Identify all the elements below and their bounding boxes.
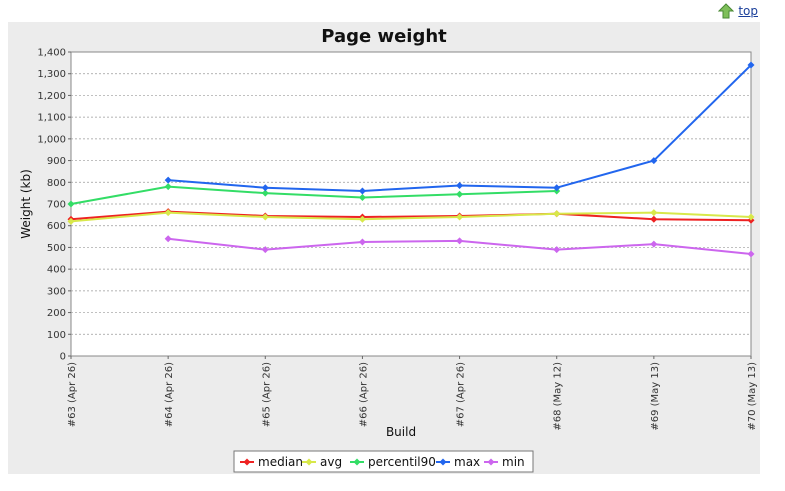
data-point-max <box>164 176 172 184</box>
data-point-min <box>650 240 658 248</box>
legend-box <box>233 450 534 473</box>
y-tick-label: 200 <box>47 308 66 319</box>
data-point-avg <box>358 215 366 223</box>
legend-label-max: max <box>454 455 480 469</box>
data-point-max <box>358 187 366 195</box>
arrow-up-icon <box>718 3 735 19</box>
y-tick-label: 900 <box>47 156 66 167</box>
y-tick-label: 700 <box>47 200 66 211</box>
y-tick-label: 600 <box>47 221 66 232</box>
data-point-max <box>747 61 755 69</box>
series-min <box>164 235 755 258</box>
data-point-min <box>261 246 269 254</box>
y-axis-ticks: 0 100 200 300 400 500 600 700 800 900 1,000 1,100 1,… <box>37 48 71 363</box>
x-tick-label: #69 (May 13) <box>650 362 661 431</box>
series-avg <box>67 209 755 225</box>
top-link-label[interactable]: top <box>738 4 758 18</box>
y-tick-label: 500 <box>47 243 66 254</box>
data-point-avg <box>164 209 172 217</box>
y-tick-label: 1,400 <box>37 48 66 59</box>
y-tick-label: 100 <box>47 330 66 341</box>
legend-marker-min <box>487 458 495 466</box>
data-point-avg <box>650 209 658 217</box>
series-line-percentil90 <box>70 185 557 205</box>
data-point-max <box>553 184 561 192</box>
series-line-avg <box>70 211 752 223</box>
x-tick-label: #70 (May 13) <box>747 362 758 431</box>
legend-label-avg: avg <box>320 455 342 469</box>
data-point-percentil90 <box>261 189 269 197</box>
y-axis-label: Weight (kb) <box>19 169 33 239</box>
data-point-median <box>650 215 658 223</box>
data-point-max <box>650 157 658 165</box>
data-point-percentil90 <box>67 200 75 208</box>
data-point-min <box>164 235 172 243</box>
data-point-avg <box>456 213 464 221</box>
data-point-avg <box>261 213 269 221</box>
x-tick-label: #65 (Apr 26) <box>261 362 272 427</box>
data-point-max <box>261 184 269 192</box>
data-point-percentil90 <box>164 183 172 191</box>
y-tick-label: 1,200 <box>37 91 66 102</box>
y-tick-label: 400 <box>47 265 66 276</box>
x-tick-label: #64 (Apr 26) <box>164 362 175 427</box>
legend-marker-avg <box>305 458 313 466</box>
data-point-max <box>456 182 464 190</box>
page-weight-chart: Page weight 0 100 200 300 400 500 600 700 800 900… <box>19 26 758 473</box>
legend-marker-percentil90 <box>353 458 361 466</box>
data-point-min <box>553 246 561 254</box>
legend-label-median: median <box>258 455 303 469</box>
y-tick-label: 300 <box>47 286 66 297</box>
data-point-avg <box>747 213 755 221</box>
y-tick-label: 800 <box>47 178 66 189</box>
top-link[interactable]: top <box>718 3 758 19</box>
data-point-percentil90 <box>456 190 464 198</box>
legend: median avg percentil90 max min <box>233 450 534 473</box>
x-tick-label: #68 (May 12) <box>553 362 564 431</box>
legend-marker-max <box>439 458 447 466</box>
legend-label-percentil90: percentil90 <box>368 455 436 469</box>
x-axis-ticks: #63 (Apr 26) #64 (Apr 26) #65 (Apr 26) #66 … <box>67 356 758 431</box>
series-line-median <box>70 210 752 222</box>
legend-marker-median <box>243 458 251 466</box>
x-tick-label: #66 (Apr 26) <box>358 362 369 427</box>
data-point-min <box>358 238 366 246</box>
legend-label-min: min <box>502 455 525 469</box>
data-point-min <box>456 237 464 245</box>
y-tick-label: 0 <box>60 352 66 363</box>
grid-lines <box>71 73 751 335</box>
chart-title: Page weight <box>321 26 447 47</box>
series-layer <box>67 61 755 258</box>
data-point-min <box>747 250 755 258</box>
y-tick-label: 1,300 <box>37 69 66 80</box>
data-point-avg <box>553 210 561 218</box>
x-tick-label: #67 (Apr 26) <box>456 362 467 427</box>
x-axis-label: Build <box>386 425 416 439</box>
x-tick-label: #63 (Apr 26) <box>67 362 78 427</box>
data-point-percentil90 <box>358 193 366 201</box>
y-tick-label: 1,000 <box>37 134 66 145</box>
series-max <box>164 61 755 195</box>
y-tick-label: 1,100 <box>37 113 66 124</box>
chart-panel: Page weight 0 100 200 300 400 500 600 700 800 900… <box>8 22 760 474</box>
data-point-avg <box>67 217 75 225</box>
